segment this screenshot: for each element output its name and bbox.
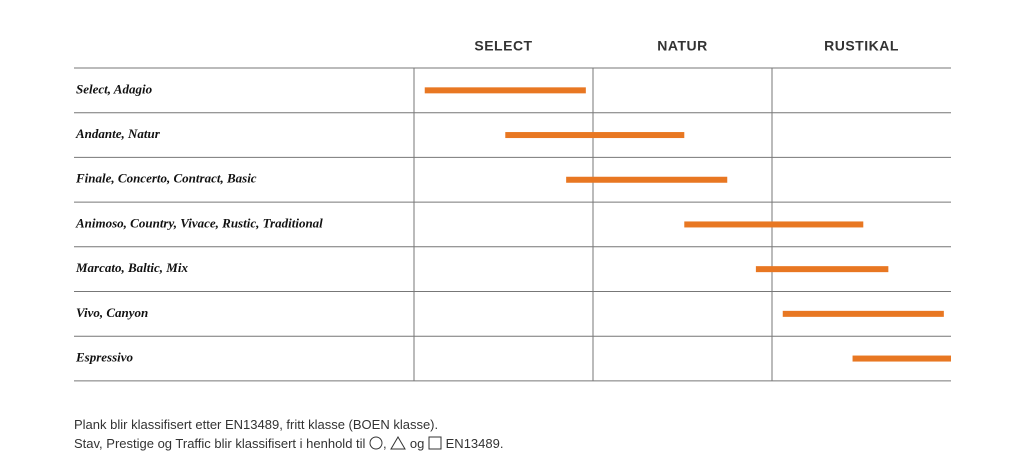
- range-bar: [782, 310, 944, 317]
- range-bar: [424, 87, 586, 94]
- row-label: Finale, Concerto, Contract, Basic: [75, 171, 257, 186]
- circle-symbol: [369, 436, 383, 450]
- column-header: NATUR: [657, 38, 707, 54]
- triangle-symbol: [390, 436, 407, 450]
- note-text: Stav, Prestige og Traffic blir klassifis…: [74, 436, 366, 451]
- note: Stav, Prestige og Traffic blir klassifis…: [74, 434, 503, 453]
- square-symbol: [428, 436, 442, 450]
- note: Plank blir klassifisert etter EN13489, f…: [74, 417, 439, 432]
- row-label: Espressivo: [75, 350, 134, 365]
- row-label: Marcato, Baltic, Mix: [75, 260, 188, 275]
- range-bar: [684, 221, 864, 228]
- note-text: ,: [383, 436, 387, 451]
- range-bar: [505, 132, 685, 139]
- row-label: Animoso, Country, Vivace, Rustic, Tradit…: [75, 215, 323, 230]
- note-text: og: [409, 436, 425, 451]
- notes: Plank blir klassifisert etter EN13489, f…: [74, 415, 503, 453]
- row-label: Select, Adagio: [76, 81, 153, 96]
- chart: SELECT NATUR RUSTIKAL Select, Adagio Andante…: [74, 38, 951, 382]
- row-label: Vivo, Canyon: [76, 305, 148, 320]
- column-header: SELECT: [474, 38, 532, 54]
- note-text: EN13489.: [445, 436, 504, 451]
- range-bar: [755, 266, 889, 273]
- column-header: RUSTIKAL: [824, 38, 899, 54]
- row-label: Andante, Natur: [75, 126, 161, 141]
- range-bar: [852, 355, 951, 362]
- range-bar: [566, 176, 728, 183]
